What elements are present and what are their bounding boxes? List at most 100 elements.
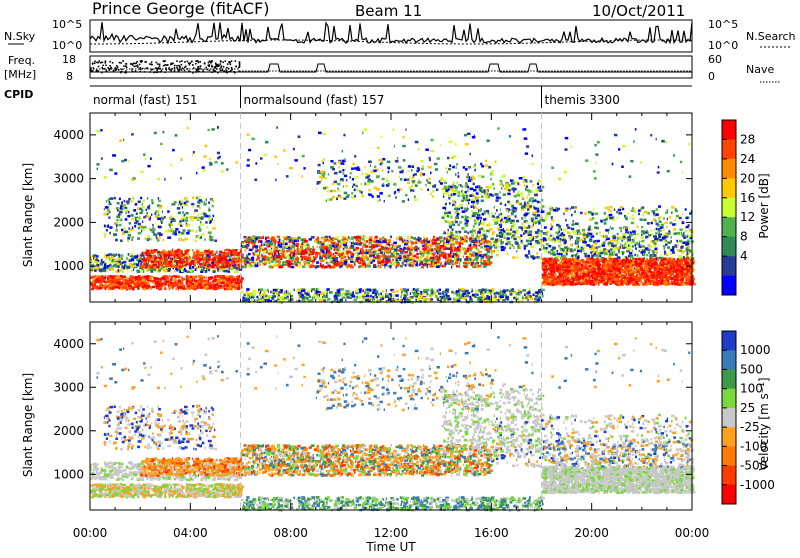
- freq-noise-dot: [176, 60, 178, 62]
- power-cell: [342, 172, 344, 175]
- power-cell: [374, 166, 376, 169]
- power-cell: [522, 289, 526, 292]
- freq-noise-dot: [209, 70, 211, 72]
- power-cell: [178, 279, 180, 282]
- freq-noise-dot: [100, 62, 102, 64]
- power-cell: [246, 291, 249, 294]
- power-cell: [367, 288, 368, 291]
- freq-noise-dot: [225, 71, 227, 73]
- power-cell: [495, 193, 499, 196]
- power-cell: [454, 235, 457, 238]
- power-cell: [143, 288, 146, 291]
- power-cell: [270, 238, 273, 241]
- power-cell: [108, 211, 110, 214]
- power-cell: [278, 251, 279, 254]
- power-cell: [212, 254, 214, 257]
- power-cell: [143, 261, 146, 264]
- power-cell: [510, 179, 513, 182]
- power-cell: [92, 276, 95, 279]
- freq-noise-dot: [202, 71, 204, 73]
- freq-noise-dot: [161, 70, 163, 72]
- power-cell: [325, 247, 329, 250]
- freq-noise-dot: [157, 63, 159, 65]
- power-cell: [410, 292, 411, 295]
- power-cell: [421, 296, 423, 299]
- power-cell: [105, 206, 109, 209]
- power-cell: [315, 290, 319, 293]
- power-cell: [241, 291, 244, 294]
- power-cell: [469, 237, 472, 240]
- power-cell: [128, 281, 132, 284]
- power-cell: [279, 266, 282, 269]
- freq-noise-dot: [131, 70, 133, 72]
- power-cell: [456, 167, 457, 170]
- power-cell: [151, 280, 153, 283]
- power-cell: [331, 238, 333, 241]
- freq-noise-dot: [191, 61, 193, 63]
- power-cell: [353, 242, 354, 245]
- power-cell: [200, 252, 204, 255]
- power-cell: [354, 177, 356, 180]
- power-cell: [425, 184, 426, 187]
- power-cell: [448, 255, 451, 257]
- power-cell: [363, 236, 366, 239]
- power-cell: [443, 255, 445, 257]
- power-cell: [416, 240, 418, 243]
- power-cell: [352, 253, 355, 256]
- power-cell: [334, 298, 338, 301]
- power-cell: [158, 197, 159, 200]
- power-cell: [384, 250, 387, 253]
- power-cell: [450, 231, 453, 234]
- power-cell: [366, 183, 370, 186]
- power-cell: [402, 289, 405, 292]
- power-cell: [141, 210, 142, 213]
- power-cell: [182, 287, 185, 290]
- freq-noise-dot: [117, 66, 119, 68]
- power-cell: [259, 246, 261, 249]
- power-cell: [457, 265, 460, 268]
- power-cell: [204, 213, 207, 216]
- power-cell: [138, 232, 142, 235]
- power-cell: [465, 182, 467, 185]
- power-cell: [371, 248, 373, 251]
- power-cell: [229, 252, 230, 255]
- power-cell: [201, 236, 202, 239]
- power-cell: [266, 250, 268, 253]
- power-cell: [409, 176, 410, 179]
- power-cell: [471, 241, 474, 244]
- power-cell: [520, 291, 523, 294]
- power-cell: [474, 262, 476, 265]
- power-cell: [147, 238, 151, 241]
- power-cell: [428, 251, 429, 254]
- power-cell: [299, 248, 302, 251]
- power-cell: [122, 265, 126, 268]
- power-cell: [129, 287, 131, 290]
- power-cell: [342, 288, 343, 291]
- power-cell: [187, 282, 190, 285]
- power-cell: [284, 257, 286, 260]
- nave-label: Nave: [746, 63, 774, 76]
- power-cell: [317, 237, 320, 240]
- power-cell: [431, 257, 435, 260]
- power-cell: [163, 255, 166, 258]
- power-cell: [369, 239, 373, 242]
- power-cell: [486, 186, 489, 189]
- power-cell: [194, 212, 196, 215]
- power-cell: [383, 241, 387, 244]
- power-cell: [350, 261, 353, 264]
- freq-noise-dot: [149, 63, 151, 65]
- power-cell: [185, 264, 187, 267]
- power-cell: [172, 249, 173, 252]
- freq-noise-dot: [156, 70, 158, 72]
- power-cell: [206, 199, 207, 202]
- power-cell: [525, 296, 527, 299]
- power-cell: [414, 260, 416, 263]
- power-cell: [224, 283, 226, 286]
- power-cell: [122, 279, 124, 282]
- power-cell: [111, 265, 114, 268]
- power-cell: [297, 250, 299, 253]
- power-cell: [118, 287, 120, 290]
- power-cell: [420, 240, 424, 243]
- power-cell: [195, 268, 197, 271]
- power-cell: [431, 193, 432, 196]
